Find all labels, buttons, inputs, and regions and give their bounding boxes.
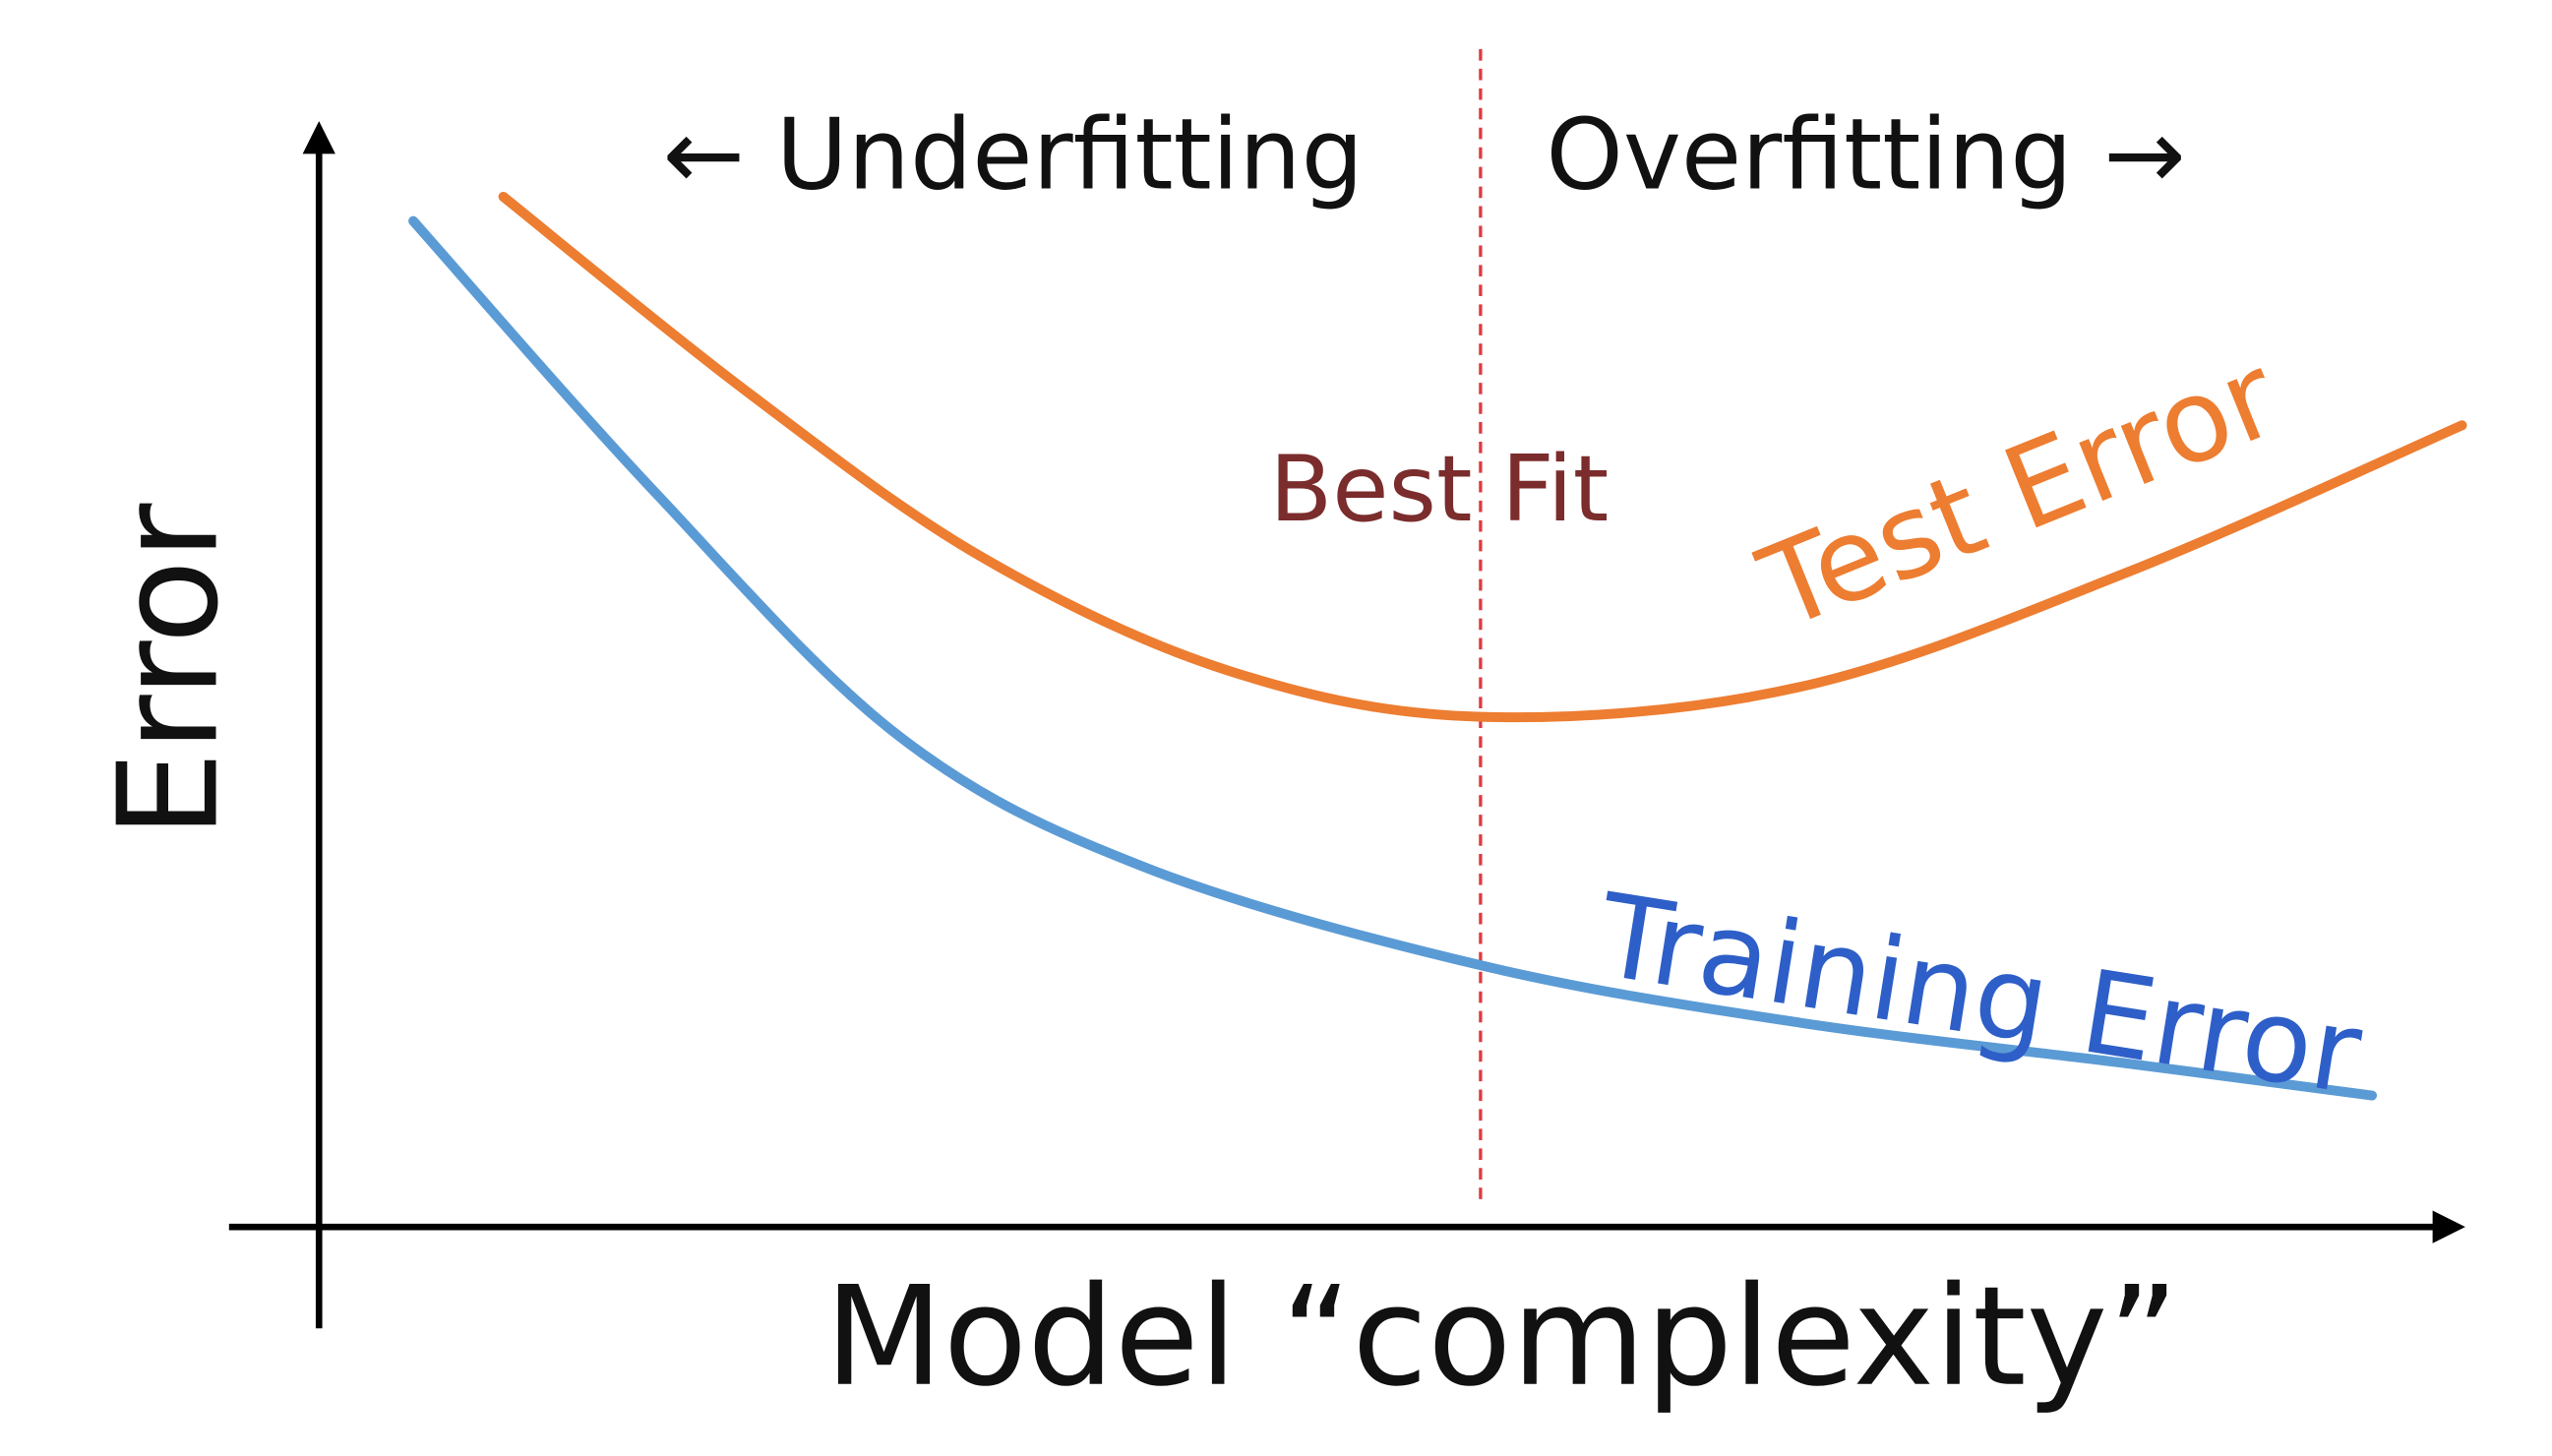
x-axis-label: Model “complexity” <box>824 1256 2178 1417</box>
series-line-training-error <box>408 215 2378 1101</box>
overfitting-label: Overfitting → <box>1546 96 2186 212</box>
series-label-test-error: Test Error <box>1742 330 2294 656</box>
series-line-test-error <box>498 191 2467 723</box>
y-axis-label: Error <box>88 503 248 838</box>
series-label-training-error: Training Error <box>1590 870 2370 1122</box>
underfitting-label: ← Underfitting <box>662 96 1364 212</box>
best-fit-label: Best Fit <box>1269 436 1609 542</box>
